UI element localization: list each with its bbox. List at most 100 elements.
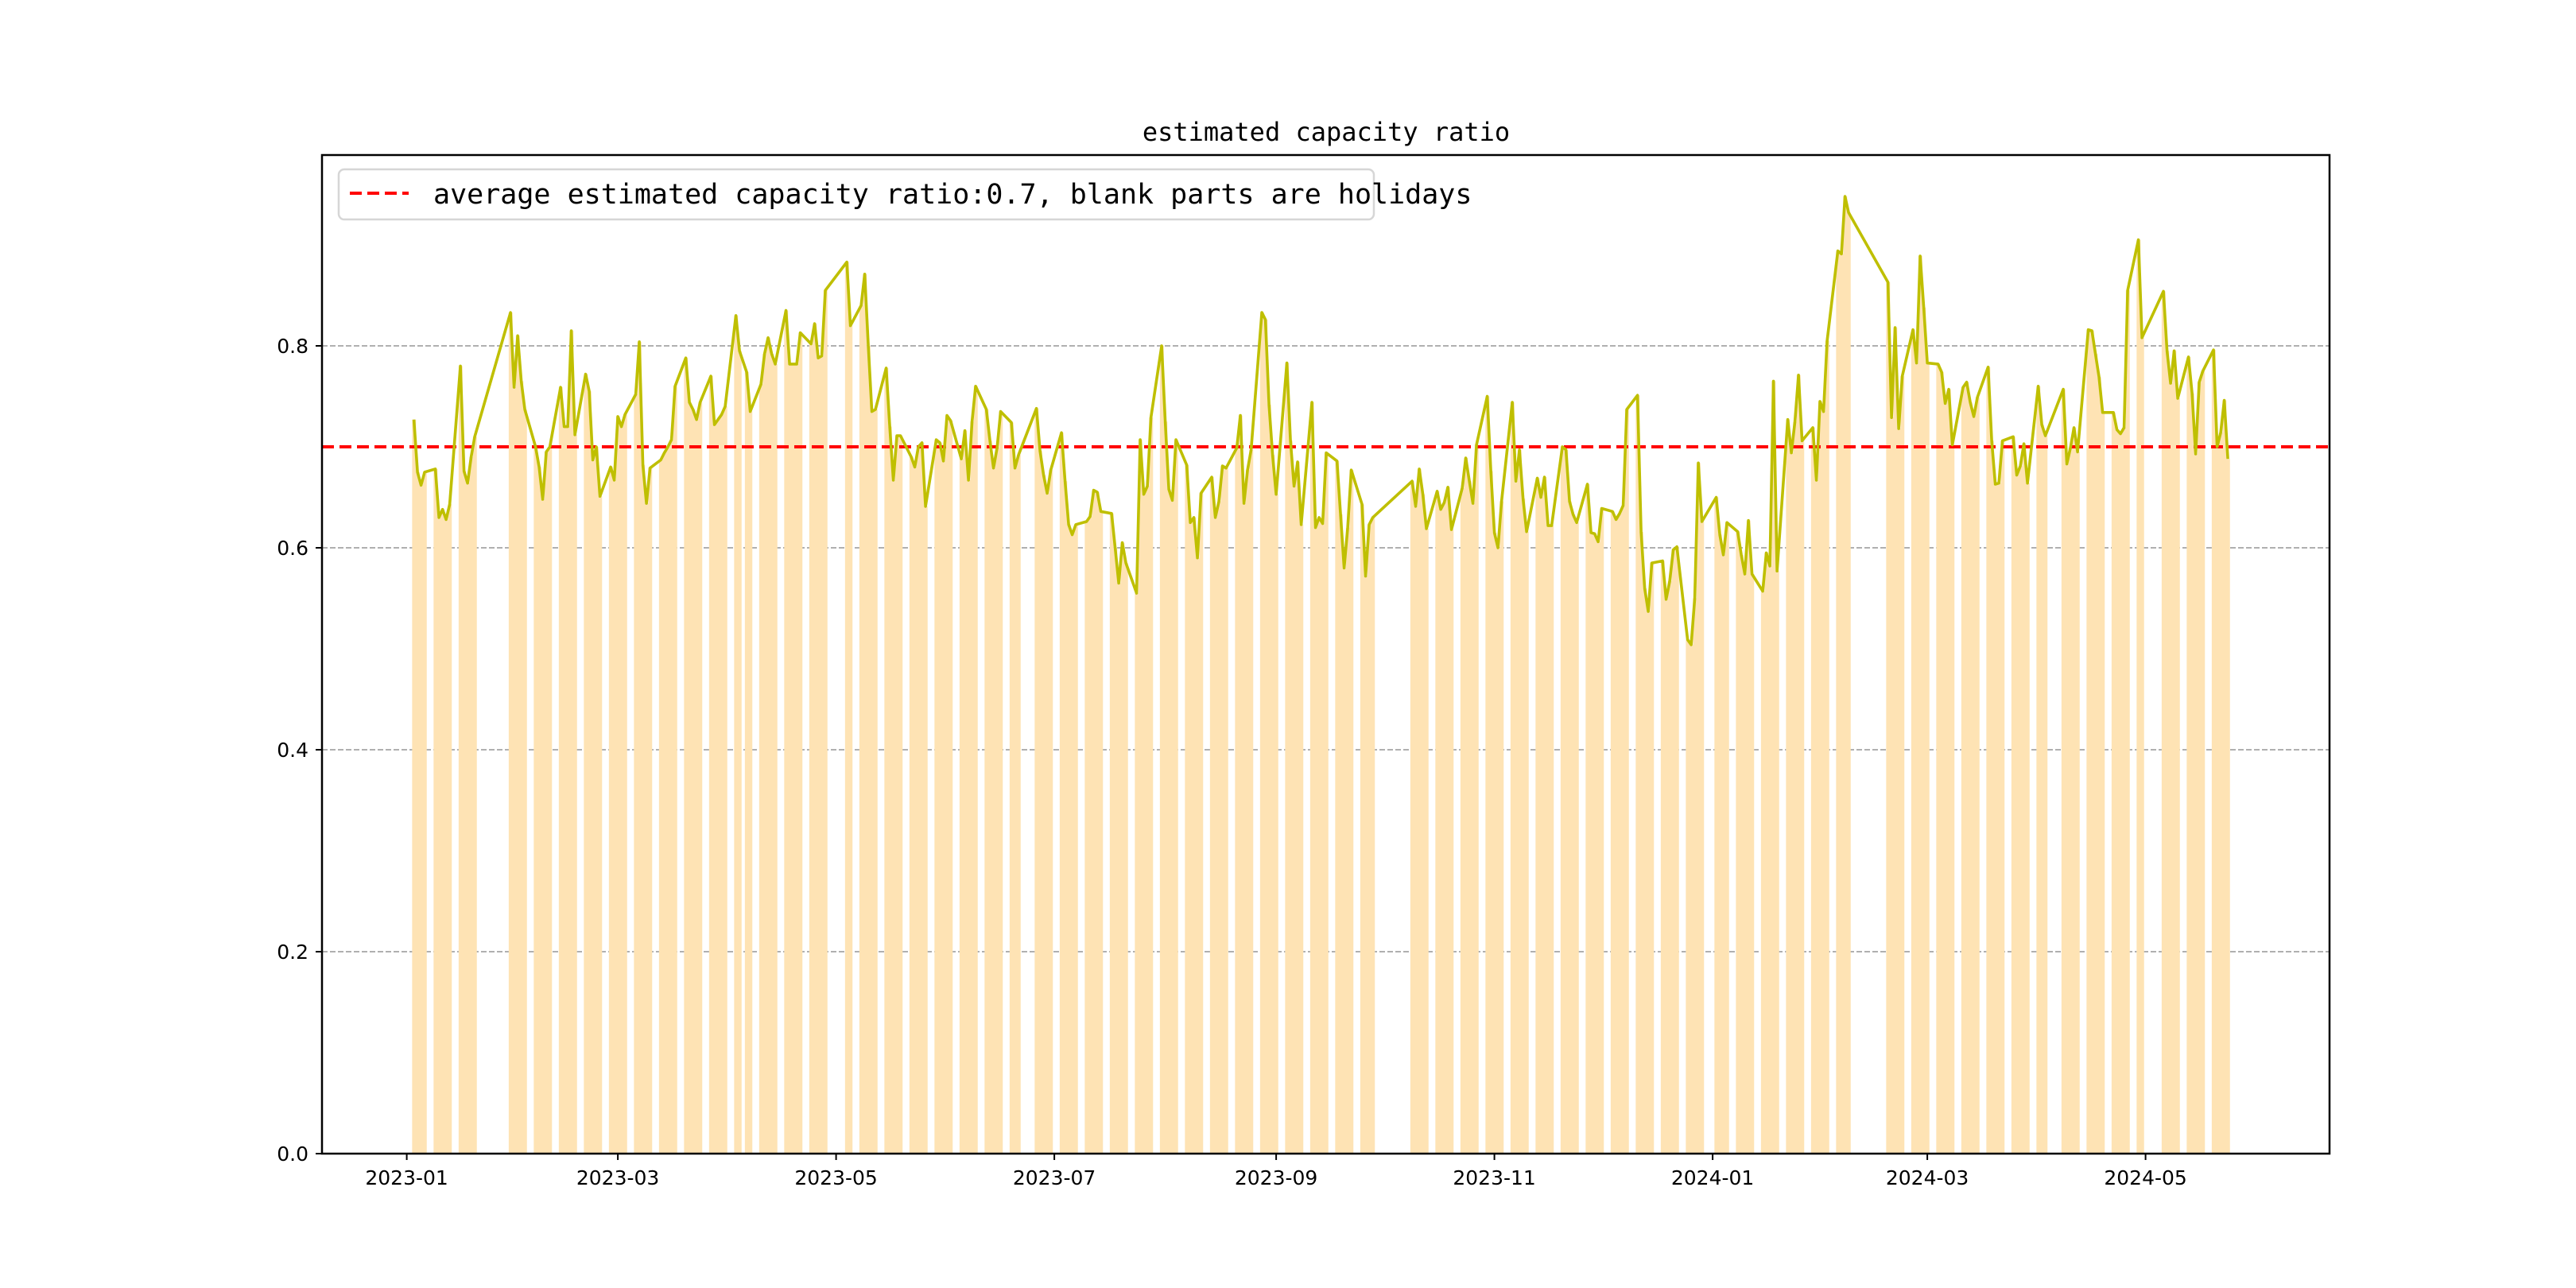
day-bar [1070, 534, 1075, 1154]
day-bar [2194, 453, 2198, 1154]
day-bar [1922, 307, 1926, 1154]
day-bar [615, 416, 620, 1154]
day-bar [712, 425, 717, 1154]
day-bar [687, 402, 692, 1154]
day-bar [1238, 415, 1243, 1154]
day-bar [970, 421, 975, 1154]
day-bar [569, 330, 574, 1154]
y-tick-label: 0.8 [277, 335, 308, 358]
day-bar [1846, 212, 1851, 1154]
day-bar [1836, 250, 1841, 1154]
day-bar [1435, 491, 1440, 1154]
day-bar [2065, 464, 2070, 1154]
day-bar [2115, 429, 2120, 1154]
day-bar [1088, 516, 1092, 1154]
day-bar [472, 436, 477, 1154]
day-bar [2190, 393, 2194, 1154]
day-bar [544, 452, 549, 1154]
day-bar [2075, 452, 2080, 1154]
day-bar [1574, 522, 1579, 1154]
day-bar [1095, 492, 1100, 1154]
day-bar [1345, 527, 1350, 1154]
day-bar [691, 409, 696, 1154]
day-bar [519, 381, 524, 1154]
day-bar [2197, 382, 2202, 1154]
day-bar [813, 324, 817, 1154]
day-bar [1717, 534, 1722, 1154]
day-bar [1843, 196, 1848, 1154]
day-bar [419, 485, 424, 1154]
day-bar [1975, 397, 1980, 1154]
day-bar [1263, 319, 1268, 1154]
day-bar [1116, 583, 1121, 1154]
day-bar [2165, 351, 2170, 1154]
day-bar [1771, 381, 1776, 1154]
day-bar [2118, 433, 2123, 1154]
day-bar [1560, 447, 1565, 1154]
day-bar [1042, 475, 1046, 1154]
day-bar [1825, 340, 1829, 1154]
day-bar [1109, 513, 1114, 1154]
day-bar [941, 460, 946, 1154]
day-bar [920, 442, 925, 1154]
day-bar [1464, 457, 1468, 1154]
day-bar [2225, 459, 2230, 1154]
day-bar [2061, 389, 2066, 1154]
day-bar [2072, 427, 2077, 1154]
day-bar [859, 305, 863, 1154]
day-bar [1786, 419, 1790, 1154]
day-bar [1013, 467, 1018, 1154]
day-bar [662, 452, 667, 1154]
day-bar [1145, 486, 1150, 1154]
day-bar [558, 387, 563, 1154]
day-bar [1585, 483, 1590, 1154]
day-bar [1199, 493, 1204, 1154]
day-bar [1163, 421, 1168, 1154]
day-bar [1936, 363, 1941, 1154]
day-bar [1775, 571, 1779, 1154]
day-bar [1535, 478, 1540, 1154]
day-bar [1209, 477, 1214, 1154]
day-bar [541, 499, 545, 1154]
x-tick-label: 2024-01 [1671, 1166, 1754, 1189]
day-bar [462, 471, 467, 1154]
day-bar [1410, 481, 1414, 1154]
day-bar [823, 290, 828, 1154]
day-bar [2168, 382, 2173, 1154]
day-bar [2211, 350, 2216, 1154]
day-bar [641, 464, 646, 1154]
day-bar [1113, 548, 1118, 1154]
day-bar [1049, 470, 1053, 1154]
day-bar [1686, 639, 1690, 1154]
day-bar [1259, 312, 1264, 1154]
day-bar [1442, 502, 1447, 1154]
day-bar [1016, 455, 1021, 1154]
day-bar [1961, 387, 1965, 1154]
day-bar [1249, 449, 1254, 1154]
day-bar [1045, 493, 1049, 1154]
day-bar [2186, 356, 2191, 1154]
day-bar [2015, 475, 2019, 1154]
day-bar [415, 471, 420, 1154]
day-bar [1510, 402, 1515, 1154]
day-bar [737, 351, 742, 1154]
day-bar [1646, 611, 1651, 1154]
day-bar [548, 447, 553, 1154]
day-bar [1989, 440, 1994, 1154]
day-bar [1671, 549, 1676, 1154]
day-bar [1893, 328, 1898, 1154]
day-bar [1986, 367, 1991, 1154]
day-bar [436, 517, 441, 1154]
day-bar [433, 468, 438, 1154]
day-bar [963, 430, 968, 1154]
day-bar [1714, 497, 1719, 1154]
day-bar [2011, 436, 2015, 1154]
day-bar [2136, 239, 2141, 1154]
day-bar [1438, 509, 1443, 1154]
day-bar [1271, 455, 1275, 1154]
day-bar [1274, 494, 1278, 1154]
trading-day-bars [412, 196, 2230, 1154]
day-bar [2161, 291, 2166, 1154]
day-bar [1235, 448, 1240, 1154]
